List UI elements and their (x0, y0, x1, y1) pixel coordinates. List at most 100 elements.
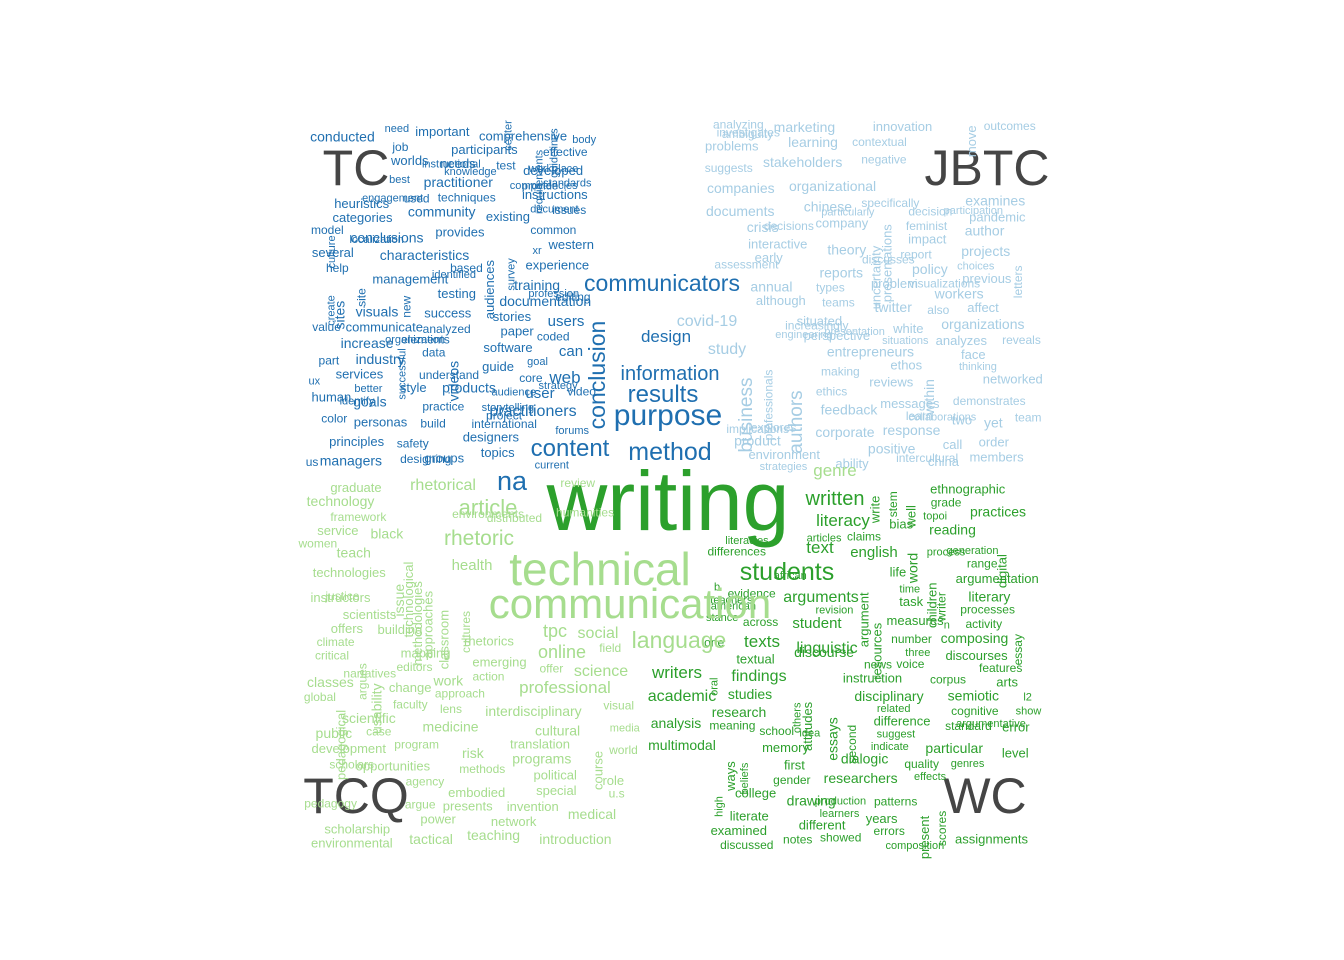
word-thinking: thinking (959, 361, 997, 373)
word-audiences: audiences (482, 260, 497, 320)
word-translation: translation (510, 736, 570, 751)
word-current: current (535, 460, 569, 472)
word-genres: genres (951, 758, 985, 770)
word-science: science (574, 663, 628, 680)
word-school: school (759, 724, 794, 738)
word-problems: problems (705, 139, 759, 154)
word-existing: existing (486, 209, 530, 224)
word-network: network (491, 814, 537, 829)
word-western: western (547, 237, 594, 252)
word-oral: oral (708, 678, 720, 696)
word-language: language (632, 627, 727, 653)
word-interactive: interactive (748, 237, 807, 252)
word-invention: invention (507, 799, 559, 814)
word-environmental: environmental (311, 836, 393, 851)
word-na: na (497, 466, 528, 496)
word-decision: decision (908, 204, 952, 218)
word-quality: quality (904, 757, 939, 771)
word-specifically: specifically (861, 196, 919, 210)
word-within: within (921, 379, 937, 416)
word-essays: essays (824, 717, 840, 761)
word-management: management (372, 271, 448, 286)
word-drawing: drawing (787, 792, 836, 808)
word-projects: projects (961, 243, 1010, 259)
word-human: human (312, 389, 352, 404)
word-survey: survey (505, 258, 517, 291)
word-evidence: evidence (728, 586, 776, 600)
word-usability: usability (368, 683, 384, 734)
word-activity: activity (965, 617, 1002, 631)
word-documentation: documentation (499, 293, 591, 309)
word-rhetorical: rhetorical (410, 477, 476, 494)
word-argues: argues (356, 663, 370, 700)
word-reveals: reveals (1002, 333, 1041, 347)
word-rhetoric: rhetoric (444, 527, 514, 550)
word-programs: programs (512, 750, 571, 766)
word-stakeholders: stakeholders (763, 154, 842, 170)
word-arguments: arguments (783, 589, 859, 606)
word-pandemic: pandemic (969, 209, 1026, 224)
word-text: text (806, 538, 834, 557)
word-reviews: reviews (869, 374, 914, 389)
word-assignments: assignments (955, 831, 1028, 846)
word-documents: documents (706, 203, 774, 219)
word-essay: essay (1011, 634, 1025, 665)
word-data: data (422, 345, 446, 359)
word-literacy: literacy (816, 511, 870, 530)
word-coded: coded (537, 329, 570, 343)
word-forums: forums (555, 425, 589, 437)
word-showed: showed (820, 831, 861, 845)
word-success: success (424, 306, 471, 321)
word-american: american (711, 601, 756, 613)
word-corporate: corporate (815, 424, 874, 440)
word-understand: understand (419, 368, 479, 382)
word-scholarship: scholarship (324, 821, 390, 836)
word-argumentative: argumentative (956, 718, 1026, 730)
word-paper: paper (500, 323, 534, 338)
word-users: users (548, 313, 585, 330)
word-organization: organization (385, 334, 445, 346)
corner-label-wc: WC (943, 768, 1026, 824)
word-software: software (483, 340, 532, 355)
word-storytelling: storytelling (482, 402, 535, 414)
word-identified: identified (432, 269, 476, 281)
word-well: well (903, 505, 918, 529)
word-teams: teams (822, 296, 855, 310)
word-claims: claims (847, 530, 881, 544)
word-needs: needs (440, 156, 476, 171)
word-distributed: distributed (487, 511, 542, 525)
word-time: time (899, 583, 920, 595)
word-products: products (442, 379, 496, 395)
word-help: help (326, 261, 349, 275)
word-networked: networked (983, 372, 1043, 387)
word-design: design (641, 327, 691, 346)
word-methods: methods (459, 762, 505, 776)
word-marketing: marketing (774, 119, 835, 135)
word-web: web (548, 368, 580, 387)
word-problem: problem (871, 276, 918, 291)
word-instruction: instruction (843, 670, 902, 685)
word-move: move (964, 125, 979, 157)
word-purpose: purpose (614, 399, 722, 432)
word-gender: gender (773, 773, 810, 787)
word-environment: environment (748, 447, 820, 462)
word-engineering: engineering (775, 329, 833, 341)
word-features: features (979, 661, 1022, 675)
word-managers: managers (320, 452, 382, 468)
word-based: based (450, 261, 483, 275)
word-measures: measures (887, 613, 945, 628)
word-previous: previous (962, 271, 1012, 286)
word-response: response (883, 422, 941, 438)
word-teaching: teaching (467, 827, 520, 843)
word-mapping: mapping (401, 645, 451, 660)
word-editing: editing (555, 290, 590, 304)
word-order: order (979, 434, 1010, 449)
word-multimodal: multimodal (648, 737, 716, 753)
word-situated: situated (797, 313, 843, 328)
word-demonstrates: demonstrates (953, 394, 1026, 408)
word-examined: examined (711, 823, 767, 838)
word-communicate: communicate (346, 319, 423, 334)
word-center: center (502, 120, 514, 151)
word-designing: designing (400, 452, 451, 466)
